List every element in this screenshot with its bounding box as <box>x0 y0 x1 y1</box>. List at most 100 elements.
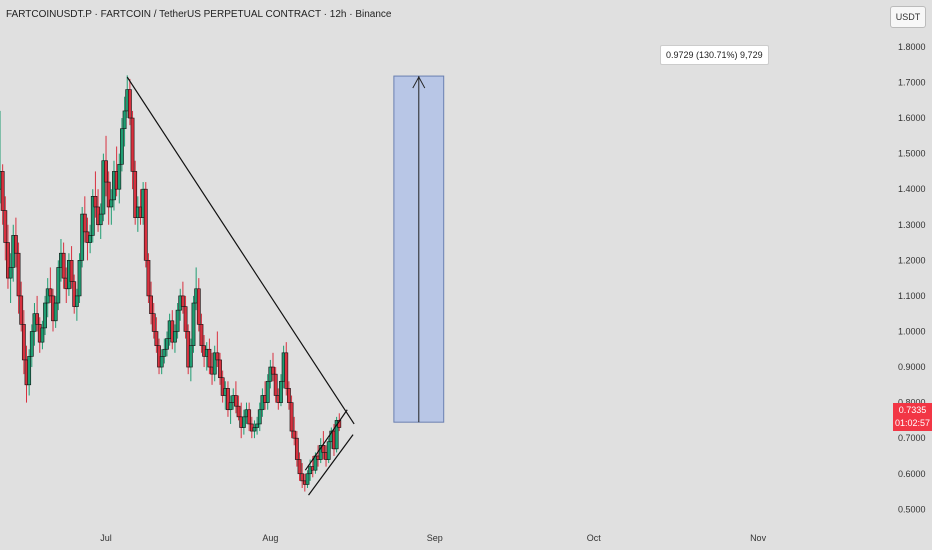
candle-body <box>117 163 122 190</box>
candle-body <box>48 288 53 297</box>
target-zone-arrow-head <box>412 76 426 89</box>
candle-body <box>93 196 98 208</box>
candle-body <box>69 260 74 282</box>
candle-body <box>297 459 302 475</box>
candle-body <box>207 348 212 368</box>
candle-body <box>228 402 233 411</box>
candle-body <box>271 366 275 375</box>
candle-body <box>226 388 230 411</box>
candle-body <box>104 160 108 183</box>
candle-body <box>8 267 13 279</box>
candle-body <box>196 288 201 325</box>
candle-body <box>127 89 132 119</box>
candle-body <box>220 377 225 396</box>
candle-body <box>82 213 87 233</box>
candle-body <box>265 380 270 403</box>
candle-body <box>305 473 310 485</box>
candle-body <box>143 188 148 261</box>
candle-body <box>212 352 217 375</box>
y-tick-label: 1.2000 <box>898 255 926 265</box>
candle-body <box>183 306 188 332</box>
candle-body <box>3 210 8 243</box>
candle-body <box>287 388 291 403</box>
candle-body <box>77 260 82 297</box>
candle-body <box>146 260 151 297</box>
y-tick-label: 0.6000 <box>898 469 926 479</box>
x-tick-label: Oct <box>587 533 602 543</box>
candle-body <box>74 295 79 307</box>
candle-body <box>56 267 61 304</box>
candle-body <box>133 171 138 218</box>
candle-body <box>149 295 153 314</box>
candle-body <box>40 327 45 343</box>
candle-body <box>191 302 196 346</box>
candle-body <box>292 430 297 439</box>
last-price-tag: 0.7335 01:02:57 <box>893 403 932 431</box>
candle-body <box>0 171 5 211</box>
candle-body <box>6 242 10 279</box>
candle-body <box>43 302 47 329</box>
y-tick-label: 0.9000 <box>898 362 926 372</box>
candle-body <box>234 395 238 407</box>
candle-body <box>27 356 32 386</box>
candle-body <box>159 356 164 368</box>
y-tick-label: 1.8000 <box>898 42 926 52</box>
y-tick-label: 1.4000 <box>898 184 926 194</box>
currency-selector-button[interactable]: USDT <box>890 6 926 28</box>
x-tick-label: Jul <box>100 533 112 543</box>
candle-body <box>273 373 278 396</box>
candle-body <box>88 235 93 243</box>
candle-body <box>300 473 305 482</box>
y-tick-label: 0.7000 <box>898 433 926 443</box>
y-tick-label: 1.3000 <box>898 220 926 230</box>
candle-body <box>154 331 159 347</box>
candle-body <box>218 359 222 379</box>
y-tick-label: 1.6000 <box>898 113 926 123</box>
candle-body <box>188 345 193 368</box>
candle-body <box>241 416 246 428</box>
candle-body <box>173 331 177 343</box>
candle-body <box>321 444 326 453</box>
candle-body <box>80 213 85 261</box>
candle-body <box>236 405 241 418</box>
candle-body <box>334 420 339 450</box>
x-tick-label: Aug <box>262 533 278 543</box>
chart-title: FARTCOINUSDT.P · FARTCOIN / TetherUS PER… <box>6 9 392 20</box>
candle-body <box>122 110 127 130</box>
x-tick-label: Nov <box>750 533 767 543</box>
candle-body <box>165 338 169 350</box>
candle-body <box>35 313 40 325</box>
candle-body <box>255 423 260 428</box>
candle-body <box>180 295 185 307</box>
candle-body <box>252 427 257 432</box>
countdown-timer: 01:02:57 <box>894 418 931 428</box>
candle-body <box>130 117 135 172</box>
y-tick-label: 1.7000 <box>898 77 926 87</box>
candle-body <box>257 409 262 425</box>
candle-body <box>29 331 34 357</box>
y-tick-label: 1.0000 <box>898 326 926 336</box>
candle-body <box>199 324 204 347</box>
candle-body <box>294 437 299 460</box>
candle-body <box>19 295 24 325</box>
y-tick-label: 0.5000 <box>898 504 926 514</box>
candle-body <box>162 348 167 357</box>
candle-body <box>120 128 124 165</box>
last-price-value: 0.7335 <box>898 405 927 415</box>
candle-body <box>284 352 289 389</box>
descending-trendline <box>126 76 355 425</box>
candle-body <box>279 380 283 403</box>
candle-body <box>16 252 21 297</box>
candle-body <box>215 352 220 361</box>
candle-body <box>61 252 66 279</box>
candle-body <box>326 441 331 460</box>
y-tick-label: 1.1000 <box>898 291 926 301</box>
candle-body <box>72 281 77 307</box>
candle-body <box>151 313 156 332</box>
candle-body <box>247 409 252 425</box>
x-tick-label: Sep <box>427 533 443 543</box>
target-annotation-label: 0.9729 (130.71%) 9,729 <box>660 45 769 65</box>
candle-body <box>90 196 95 236</box>
